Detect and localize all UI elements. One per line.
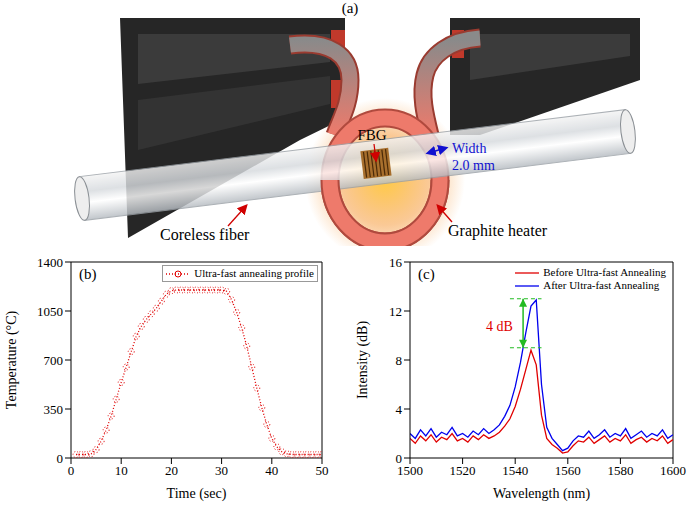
svg-text:1600: 1600 [660,463,686,478]
svg-text:12: 12 [389,304,402,319]
svg-text:1520: 1520 [450,463,476,478]
svg-text:1540: 1540 [502,463,528,478]
svg-text:4 dB: 4 dB [486,319,513,334]
svg-text:0: 0 [396,451,403,466]
svg-text:0: 0 [68,463,75,478]
html-text:Before Ultra-fast Annealing: Before Ultra-fast Annealing [543,266,666,278]
svg-text:1050: 1050 [37,304,63,319]
svg-text:Wavelength (nm): Wavelength (nm) [493,486,591,502]
svg-text:700: 700 [44,353,64,368]
svg-text:1400: 1400 [37,255,63,270]
svg-text:Temperature (°C): Temperature (°C) [5,311,20,410]
svg-text:350: 350 [44,402,64,417]
svg-text:0: 0 [57,451,64,466]
svg-text:1580: 1580 [607,463,633,478]
svg-text:4: 4 [396,402,403,417]
svg-text:Intensity (dB): Intensity (dB) [356,321,371,399]
html-text:After Ultra-fast Annealing: After Ultra-fast Annealing [543,279,660,291]
svg-text:30: 30 [215,463,228,478]
svg-text:2.0 mm: 2.0 mm [452,158,495,173]
svg-text:FBG: FBG [357,127,386,143]
svg-text:8: 8 [396,353,403,368]
svg-text:1500: 1500 [397,463,423,479]
svg-text:Time (sec): Time (sec) [167,486,227,502]
svg-text:(a): (a) [342,0,359,17]
html-text:(b): (b) [79,266,97,282]
svg-text:16: 16 [389,255,403,270]
svg-text:Width: Width [452,141,486,156]
svg-text:20: 20 [165,463,178,478]
svg-text:10: 10 [115,463,128,478]
svg-text:40: 40 [265,463,278,478]
html-text:(c): (c) [418,266,435,282]
svg-text:Graphite heater: Graphite heater [448,222,548,240]
html-text:Ultra-fast annealing profile: Ultra-fast annealing profile [194,267,314,279]
svg-text:1560: 1560 [555,463,581,478]
svg-text:Coreless fiber: Coreless fiber [160,226,250,243]
svg-text:50: 50 [316,463,329,478]
